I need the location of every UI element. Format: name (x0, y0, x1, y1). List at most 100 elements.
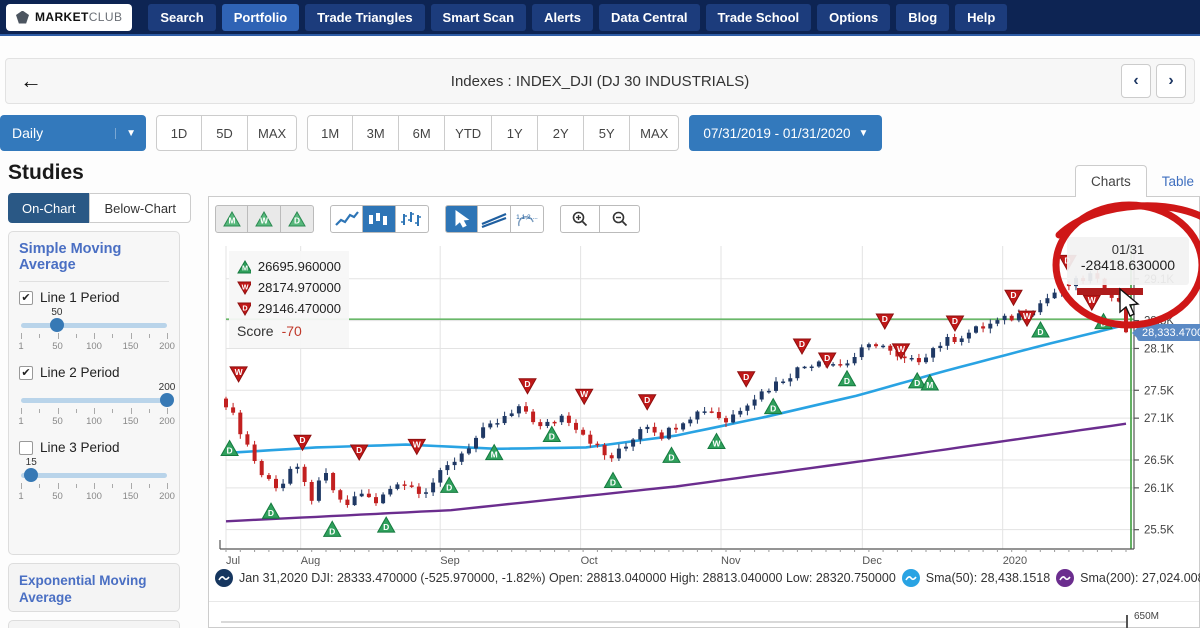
svg-text:D: D (446, 482, 452, 492)
price-chart[interactable]: D W D D D D D W D M D D W D D (209, 241, 1199, 571)
nav-item-smart-scan[interactable]: Smart Scan (430, 3, 527, 31)
nav-item-alerts[interactable]: Alerts (532, 3, 593, 31)
svg-text:26.5K: 26.5K (1144, 455, 1174, 467)
zoom-in-button[interactable] (560, 205, 600, 233)
nav-item-portfolio[interactable]: Portfolio (221, 3, 300, 31)
slider-track[interactable] (21, 468, 167, 482)
date-range-picker[interactable]: 07/31/2019 - 01/31/2020 ▼ (689, 115, 883, 151)
slider-track[interactable] (21, 318, 167, 332)
next-study-panel[interactable] (8, 620, 180, 628)
marketclub-logo-text: MARKETCLUB (35, 10, 123, 24)
svg-text:D: D (227, 445, 233, 455)
marketclub-logo[interactable]: MARKETCLUB (6, 3, 133, 31)
range-button-3m[interactable]: 3M (353, 115, 400, 151)
svg-text:D: D (524, 379, 530, 389)
svg-text:D: D (952, 316, 958, 326)
ohlc-chart-button[interactable] (396, 205, 429, 233)
svg-text:M: M (242, 263, 248, 272)
nav-item-data-central[interactable]: Data Central (598, 3, 700, 31)
svg-text:27.1K: 27.1K (1144, 413, 1174, 425)
svg-text:D: D (644, 395, 650, 405)
checkbox-line-2-period[interactable]: ✔ Line 2 Period (19, 365, 169, 380)
range-button-5d[interactable]: 5D (202, 115, 248, 151)
range-button-1d[interactable]: 1D (156, 115, 202, 151)
range-button-max[interactable]: MAX (630, 115, 680, 151)
slider-track[interactable] (21, 393, 174, 407)
interval-select[interactable]: Daily ▼ (0, 115, 146, 151)
checkbox-icon[interactable]: ✔ (19, 365, 33, 380)
slider-thumb[interactable] (49, 318, 64, 332)
next-symbol-button[interactable]: › (1156, 64, 1186, 98)
cursor-tool-button[interactable] (445, 205, 478, 233)
svg-text:D: D (668, 452, 674, 462)
fibonacci-tool-button[interactable]: 1,1,2,... (511, 205, 544, 233)
triangle-d-toggle-button[interactable]: D (281, 205, 314, 233)
svg-text:2020: 2020 (1003, 555, 1027, 566)
status-main-text: Jan 31,2020 DJI: 28333.470000 (-525.9700… (239, 571, 896, 585)
studies-title: Studies (8, 161, 84, 184)
volume-baseline (221, 621, 1126, 623)
svg-text:D: D (914, 378, 920, 388)
legend-triangle-down-daily: D 29146.470000 (237, 298, 341, 319)
svg-text:27.5K: 27.5K (1144, 385, 1174, 397)
range-button-6m[interactable]: 6M (399, 115, 446, 151)
chart-toolbar: M W D 1,1,2,... (215, 205, 656, 233)
annotation-red-bar (1077, 288, 1143, 295)
period-slider: 200 1 50 100 150 200 (18, 382, 176, 427)
svg-text:1,1,2,...: 1,1,2,... (516, 214, 538, 221)
range-button-1y[interactable]: 1Y (492, 115, 539, 151)
tab-below-chart[interactable]: Below-Chart (89, 193, 191, 223)
nav-item-trade-school[interactable]: Trade School (705, 3, 812, 31)
dji-series-icon (215, 569, 233, 587)
svg-text:D: D (882, 314, 888, 324)
range-button-ytd[interactable]: YTD (445, 115, 493, 151)
svg-text:W: W (413, 439, 422, 449)
nav-item-options[interactable]: Options (817, 3, 891, 31)
svg-text:D: D (844, 376, 850, 386)
sma-panel-title[interactable]: Simple Moving Average (19, 241, 169, 282)
svg-text:D: D (294, 216, 300, 226)
svg-text:W: W (1023, 311, 1032, 321)
svg-text:25.5K: 25.5K (1144, 525, 1174, 537)
nav-item-help[interactable]: Help (955, 3, 1008, 31)
tab-table[interactable]: Table (1161, 173, 1195, 189)
checkbox-line-3-period[interactable]: Line 3 Period (19, 440, 169, 455)
slider-thumb[interactable] (160, 393, 174, 407)
chart-status-bar: Jan 31,2020 DJI: 28333.470000 (-525.9700… (215, 569, 1200, 587)
zoom-out-button[interactable] (600, 205, 640, 233)
checkbox-icon[interactable]: ✔ (19, 290, 33, 305)
back-arrow-icon[interactable]: ← (20, 68, 42, 93)
svg-text:Jul: Jul (226, 555, 240, 566)
last-price-axis-tag: 28,333.4700 (1131, 324, 1200, 341)
nav-item-trade-triangles[interactable]: Trade Triangles (305, 3, 425, 31)
checkbox-icon[interactable] (19, 440, 33, 455)
svg-text:Nov: Nov (721, 555, 741, 566)
tab-charts[interactable]: Charts (1075, 165, 1147, 197)
svg-text:D: D (329, 526, 335, 536)
nav-item-blog[interactable]: Blog (896, 3, 950, 31)
triangle-m-toggle-button[interactable]: M (215, 205, 248, 233)
trendline-tool-button[interactable] (478, 205, 511, 233)
bar-chart-button[interactable] (363, 205, 396, 233)
volume-axis-label: 650M (1134, 611, 1160, 622)
crosshair-tooltip: 01/31 -28418.630000 (1067, 237, 1189, 285)
tab-on-chart[interactable]: On-Chart (8, 193, 90, 223)
checkbox-line-1-period[interactable]: ✔ Line 1 Period (19, 290, 169, 305)
ema-study-panel[interactable]: Exponential Moving Average (8, 563, 180, 612)
svg-text:D: D (824, 353, 830, 363)
range-button-1m[interactable]: 1M (307, 115, 354, 151)
interval-select-value: Daily (12, 125, 44, 141)
nav-item-search[interactable]: Search (148, 3, 216, 31)
line-chart-button[interactable] (330, 205, 363, 233)
range-button-5y[interactable]: 5Y (584, 115, 631, 151)
sma-lines: ✔ Line 1 Period 50 1 50 100 150 200 ✔ Line 2… (18, 290, 176, 509)
svg-text:D: D (743, 372, 749, 382)
range-button-2y[interactable]: 2Y (538, 115, 585, 151)
range-button-max[interactable]: MAX (248, 115, 298, 151)
prev-symbol-button[interactable]: ‹ (1121, 64, 1151, 98)
triangle-w-toggle-button[interactable]: W (248, 205, 281, 233)
slider-thumb[interactable] (24, 468, 39, 482)
sma200-series-icon (1056, 569, 1075, 587)
legend-triangle-up-monthly: M 26695.960000 (237, 256, 341, 277)
